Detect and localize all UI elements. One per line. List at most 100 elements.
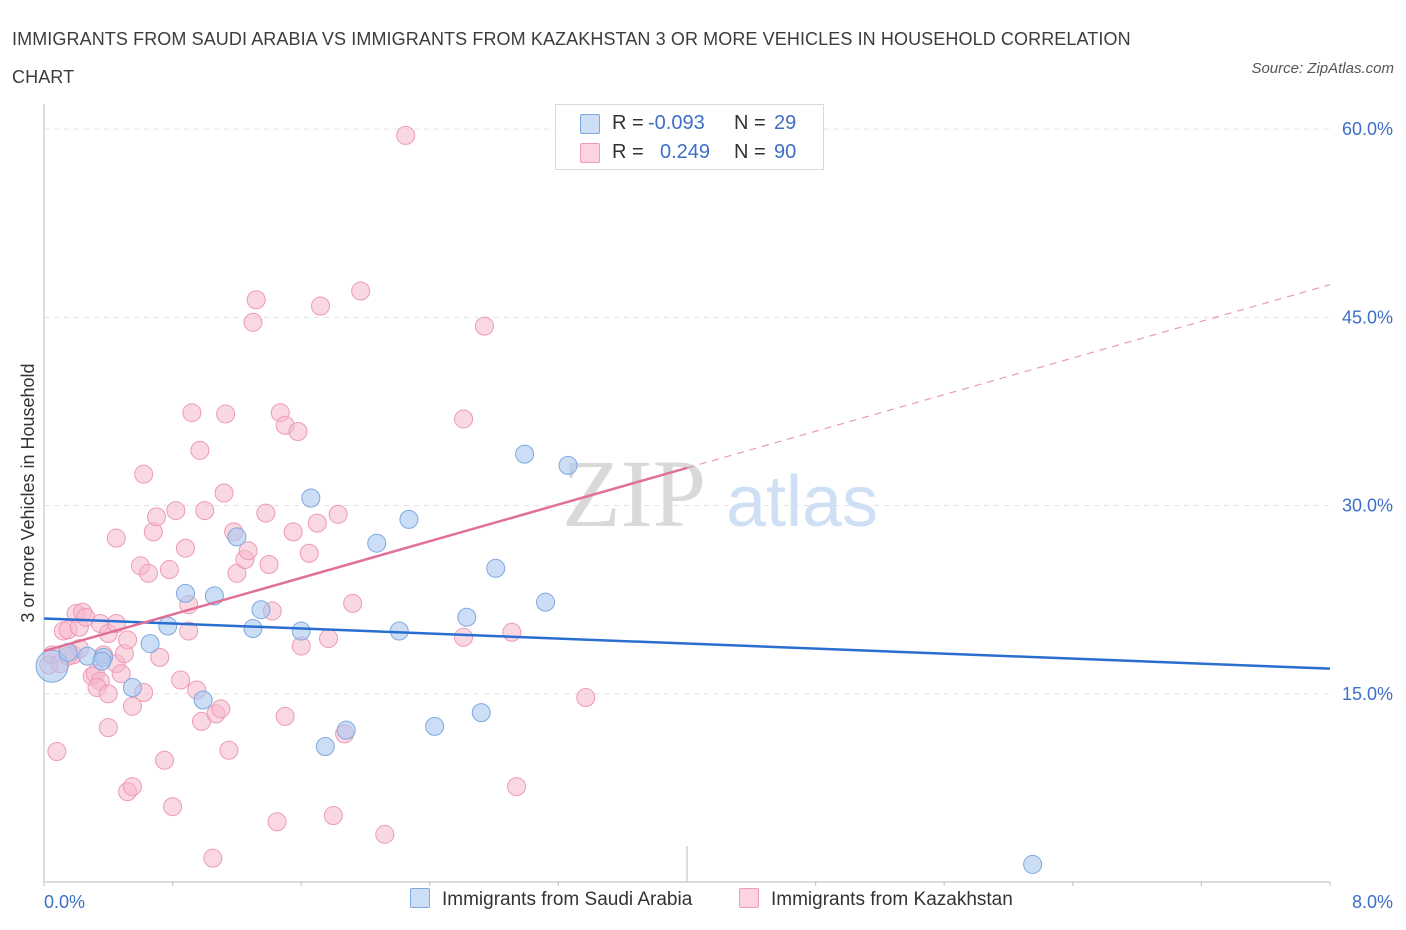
bottom-legend-saudi: Immigrants from Saudi Arabia	[410, 888, 692, 911]
bottom-legend-swatch-kazakhstan	[739, 888, 759, 908]
legend-swatch-kazakhstan	[580, 143, 600, 163]
saudi-point	[158, 616, 178, 636]
saudi-point	[315, 736, 335, 756]
kazakhstan-point	[283, 522, 303, 542]
kazakhstan-point	[319, 629, 339, 649]
legend-n-value: 90	[774, 141, 797, 163]
saudi-point	[193, 690, 213, 710]
saudi-point	[92, 651, 112, 671]
kazakhstan-point	[219, 740, 239, 760]
kazakhstan-point	[163, 797, 183, 817]
saudi-point	[558, 455, 578, 475]
kazakhstan-point	[147, 507, 167, 527]
watermark: ZIP atlas	[562, 440, 878, 547]
legend-n-value: 29	[774, 112, 797, 134]
kazakhstan-point	[323, 805, 343, 825]
kazakhstan-point	[507, 777, 527, 797]
saudi-point	[1023, 854, 1043, 874]
source-label: Source: ZipAtlas.com	[1251, 60, 1394, 77]
legend-swatch-saudi	[580, 114, 600, 134]
saudi-point	[227, 527, 247, 547]
x-ticks	[43, 846, 1331, 886]
kazakhstan-point	[343, 593, 363, 613]
correlation-legend: R = -0.093 N = 29 R = 0.249 N = 90	[555, 104, 824, 170]
y-tick-label: 15.0%	[1342, 684, 1393, 704]
saudi-point	[291, 621, 311, 641]
x-tick-label-min: 0.0%	[44, 892, 85, 912]
saudi-points	[35, 444, 1043, 874]
saudi-point	[140, 634, 160, 654]
kazakhstan-point	[454, 409, 474, 429]
chart-title: IMMIGRANTS FROM SAUDI ARABIA VS IMMIGRAN…	[12, 29, 1131, 87]
kazakhstan-point	[155, 750, 175, 770]
kazakhstan-point	[171, 670, 191, 690]
trend-lines	[43, 284, 1331, 670]
kazakhstan-point	[454, 627, 474, 647]
kazakhstan-point	[179, 621, 199, 641]
kazakhstan-point	[159, 560, 179, 580]
legend-r-label: R =	[612, 141, 644, 163]
legend-n-label: N =	[734, 112, 766, 134]
kazakhstan-point	[502, 622, 522, 642]
saudi-point	[251, 600, 271, 620]
kazakhstan-point	[190, 440, 210, 460]
kazakhstan-point	[351, 281, 371, 301]
saudi-point	[515, 444, 535, 464]
kazakhstan-point	[106, 528, 126, 548]
kazakhstan-point	[310, 296, 330, 316]
saudi-point	[35, 649, 69, 683]
kazakhstan-point	[150, 647, 170, 667]
kazakhstan-trend-line	[43, 466, 688, 653]
kazakhstan-point	[246, 290, 266, 310]
y-tick-label: 45.0%	[1342, 307, 1393, 327]
saudi-point	[336, 720, 356, 740]
saudi-point	[425, 716, 445, 736]
kazakhstan-point	[122, 777, 142, 797]
kazakhstan-point	[396, 125, 416, 145]
kazakhstan-point	[299, 543, 319, 563]
kazakhstan-point	[259, 555, 279, 575]
kazakhstan-point	[118, 630, 138, 650]
legend-r-value: 0.249	[660, 141, 711, 163]
bottom-legend-swatch-saudi	[410, 888, 430, 908]
kazakhstan-point	[214, 483, 234, 503]
kazakhstan-point	[275, 706, 295, 726]
kazakhstan-point	[256, 503, 276, 523]
kazakhstan-point	[122, 696, 142, 716]
kazakhstan-point	[98, 718, 118, 738]
bottom-legend-kazakhstan: Immigrants from Kazakhstan	[739, 888, 1013, 911]
kazakhstan-point	[576, 688, 596, 708]
saudi-point	[175, 583, 195, 603]
legend-r-label: R =	[612, 112, 644, 134]
kazakhstan-point	[375, 824, 395, 844]
kazakhstan-point	[98, 684, 118, 704]
bottom-legend-label-saudi: Immigrants from Saudi Arabia	[442, 889, 693, 910]
saudi-trend-line	[43, 617, 1331, 670]
watermark-atlas: atlas	[726, 462, 878, 542]
saudi-point	[536, 592, 556, 612]
watermark-zip: ZIP	[562, 440, 706, 547]
kazakhstan-point	[328, 504, 348, 524]
saudi-point	[243, 619, 263, 639]
kazakhstan-point	[47, 741, 67, 761]
kazakhstan-point	[307, 513, 327, 533]
saudi-point	[301, 488, 321, 508]
kazakhstan-point	[175, 538, 195, 558]
kazakhstan-point	[203, 848, 223, 868]
saudi-point	[457, 607, 477, 627]
y-tick-labels: 15.0% 30.0% 45.0% 60.0%	[1342, 119, 1393, 704]
saudi-point	[486, 558, 506, 578]
legend-r-value: -0.093	[648, 112, 705, 134]
bottom-legend-label-kazakhstan: Immigrants from Kazakhstan	[771, 889, 1013, 910]
kazakhstan-point	[195, 501, 215, 521]
kazakhstan-point	[211, 699, 231, 719]
y-tick-label: 60.0%	[1342, 119, 1393, 139]
legend-n-label: N =	[734, 141, 766, 163]
kazakhstan-point	[111, 664, 131, 684]
kazakhstan-point	[243, 312, 263, 332]
saudi-point	[122, 678, 142, 697]
y-tick-label: 30.0%	[1342, 496, 1393, 516]
saudi-point	[471, 703, 491, 723]
kazakhstan-point	[267, 812, 287, 832]
kazakhstan-point	[138, 563, 158, 583]
